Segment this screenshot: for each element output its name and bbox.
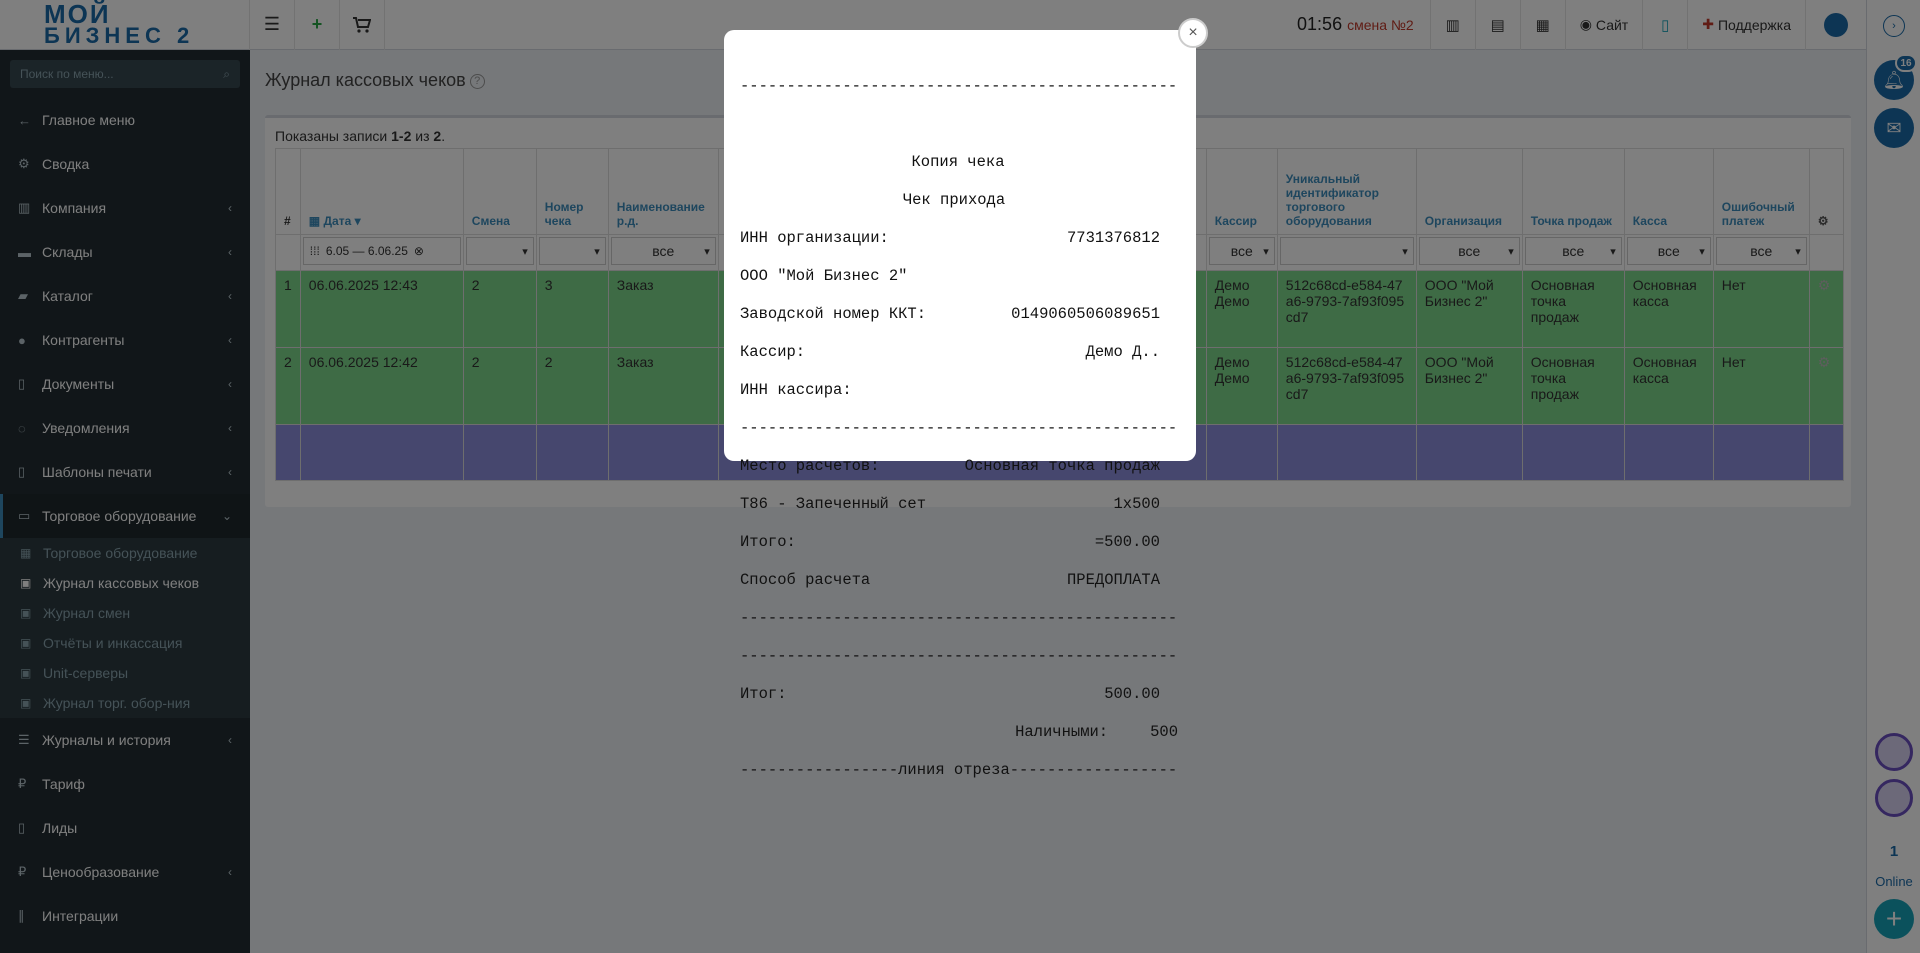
receipt-line-cashier: Кассир: Демо Д..: [740, 343, 1160, 362]
receipt-modal: × --------------------------------------…: [724, 18, 1208, 779]
receipt-label: Место расчетов:: [740, 457, 880, 475]
receipt-label: Т86 - Запеченный сет: [740, 495, 927, 513]
receipt-value: 500.00: [1104, 685, 1160, 703]
receipt-value: =500.00: [1094, 533, 1160, 551]
receipt-label: Заводской номер ККТ:: [740, 305, 927, 323]
receipt-value: 7731376812: [1066, 229, 1160, 247]
receipt-cut-line: -----------------линия отреза-----------…: [740, 761, 1178, 779]
receipt-line-item: Т86 - Запеченный сет 1x500: [740, 495, 1160, 514]
receipt-label: ИНН организации:: [740, 229, 889, 247]
receipt-value: ПРЕДОПЛАТА: [1066, 571, 1160, 589]
receipt-title-type: Чек прихода: [902, 191, 1006, 209]
receipt-org-name: ООО "Мой Бизнес 2": [740, 267, 908, 285]
receipt-value: 1x500: [1113, 495, 1160, 513]
receipt-line-kkt: Заводской номер ККТ: 0149060506089651: [740, 305, 1160, 324]
receipt-value: Основная точка продаж: [964, 457, 1160, 475]
receipt-label: Наличными:: [1015, 723, 1109, 741]
receipt-line-cash: Наличными: 500: [740, 723, 1178, 742]
receipt-separator: ----------------------------------------…: [740, 419, 1178, 437]
receipt-label: Итого:: [740, 533, 796, 551]
receipt-value: 500: [1150, 723, 1178, 741]
receipt-line-total: Итого: =500.00: [740, 533, 1160, 552]
close-icon[interactable]: ×: [1178, 18, 1208, 48]
receipt-label: Итог:: [740, 685, 787, 703]
receipt-line-pay: Способ расчета ПРЕДОПЛАТА: [740, 571, 1160, 590]
receipt-line-inn-org: ИНН организации: 7731376812: [740, 229, 1160, 248]
receipt-separator: ----------------------------------------…: [740, 77, 1178, 95]
receipt-separator: ----------------------------------------…: [740, 609, 1178, 627]
receipt-line-sum: Итог: 500.00: [740, 685, 1160, 704]
receipt-title-copy: Копия чека: [911, 153, 1005, 171]
receipt-line-place: Место расчетов: Основная точка продаж: [740, 457, 1160, 476]
receipt-inn-cashier: ИНН кассира:: [740, 381, 852, 399]
receipt-value: Демо Д..: [1085, 343, 1160, 361]
receipt-value: 0149060506089651: [1011, 305, 1160, 323]
receipt-label: Способ расчета: [740, 571, 871, 589]
receipt-separator: ----------------------------------------…: [740, 647, 1178, 665]
receipt-content: ----------------------------------------…: [740, 58, 1180, 818]
receipt-label: Кассир:: [740, 343, 806, 361]
